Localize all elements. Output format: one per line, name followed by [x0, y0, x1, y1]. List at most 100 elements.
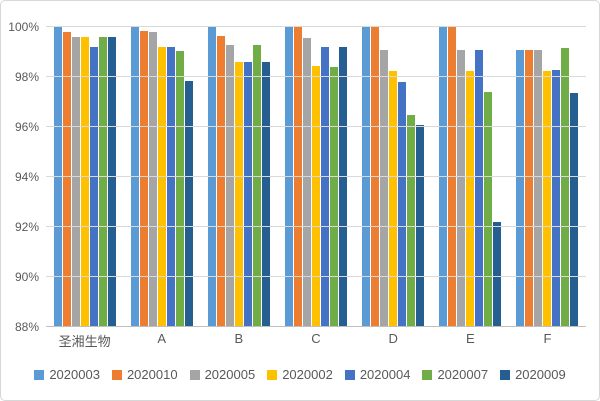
x-tick-label: A: [157, 331, 167, 346]
y-axis: 100% 98% 96% 94% 92% 90% 88%: [1, 20, 41, 334]
legend-label: 2020004: [359, 367, 411, 382]
bar: [439, 27, 448, 327]
bar: [139, 30, 148, 327]
legend-swatch-icon: [189, 369, 200, 380]
bar: [252, 44, 261, 327]
y-tick-label: 88%: [14, 320, 39, 334]
legend-item: 2020010: [111, 367, 178, 382]
bar: [184, 80, 193, 327]
gridline: [46, 226, 586, 227]
x-tick-label: 圣湘生物: [58, 334, 111, 349]
legend-label: 2020005: [204, 367, 256, 382]
legend-item: 2020007: [422, 367, 488, 382]
bar: [107, 37, 116, 327]
bar-groups: [46, 27, 586, 327]
bar-group: [509, 27, 586, 327]
bar-group: [123, 27, 200, 327]
y-tick-label: 100%: [8, 20, 39, 34]
bar: [534, 49, 543, 327]
legend-item: 2020002: [267, 367, 333, 382]
bar: [166, 47, 175, 327]
gridline: [46, 126, 586, 127]
legend-item: 2020004: [344, 367, 411, 382]
legend-item: 2020003: [34, 367, 100, 382]
bar: [543, 70, 552, 327]
bar: [525, 49, 534, 327]
x-tick-label: D: [388, 331, 398, 346]
legend-swatch-icon: [267, 369, 278, 380]
bar: [484, 92, 493, 327]
legend-swatch-icon: [344, 369, 355, 380]
legend-swatch-icon: [500, 369, 511, 380]
bar: [407, 114, 416, 327]
x-tick-label: F: [543, 331, 552, 346]
y-tick-label: 92%: [14, 220, 39, 234]
bar: [234, 62, 243, 327]
bar: [175, 50, 184, 327]
bar-group: [277, 27, 354, 327]
bar: [157, 47, 166, 327]
x-axis-line: [46, 326, 586, 327]
bar-group: [200, 27, 277, 327]
bar: [380, 49, 389, 327]
bar: [561, 48, 570, 327]
bar: [80, 37, 89, 327]
bar: [62, 32, 71, 327]
bar: [261, 62, 270, 327]
bar: [320, 47, 329, 327]
bar: [89, 47, 98, 327]
legend: 2020003 2020010 2020005 2020002 2020004 20200…: [1, 367, 599, 382]
legend-label: 2020009: [515, 367, 566, 382]
legend-swatch-icon: [34, 369, 45, 380]
gridline: [46, 76, 586, 77]
bar: [216, 35, 225, 327]
bar: [457, 49, 466, 327]
gridline: [46, 26, 586, 27]
bar: [552, 69, 561, 327]
bar: [293, 27, 302, 327]
bar-group: [46, 27, 123, 327]
bar: [493, 222, 502, 327]
legend-swatch-icon: [422, 369, 433, 380]
legend-swatch-icon: [111, 369, 122, 380]
bar: [207, 27, 216, 327]
bar: [466, 70, 475, 327]
bar: [448, 27, 457, 327]
plot-area: [46, 26, 586, 327]
bar: [311, 65, 320, 327]
x-tick-label: B: [234, 331, 244, 346]
bar: [416, 124, 425, 327]
bar: [71, 37, 80, 327]
gridline: [46, 276, 586, 277]
legend-label: 2020002: [282, 367, 333, 382]
bar: [148, 32, 157, 327]
bar: [338, 47, 347, 327]
legend-item: 2020005: [189, 367, 256, 382]
bar: [225, 44, 234, 327]
x-axis: 圣湘生物 A B C D E F: [46, 331, 586, 350]
legend-label: 2020010: [126, 367, 178, 382]
bar: [130, 27, 139, 327]
bar: [53, 27, 62, 327]
x-tick-label: C: [311, 331, 321, 346]
legend-item: 2020009: [500, 367, 566, 382]
y-tick-label: 98%: [14, 70, 39, 84]
bar: [284, 27, 293, 327]
y-tick-label: 90%: [14, 270, 39, 284]
bar-group: [355, 27, 432, 327]
legend-label: 2020003: [49, 367, 100, 382]
x-tick-label: E: [465, 331, 475, 346]
bar-group: [432, 27, 509, 327]
legend-label: 2020007: [437, 367, 489, 382]
bar: [302, 38, 311, 327]
bar: [516, 49, 525, 327]
bar: [362, 27, 371, 327]
bar: [371, 27, 380, 327]
bar: [98, 37, 107, 327]
bar: [329, 67, 338, 327]
bar: [475, 49, 484, 327]
bar: [243, 62, 252, 327]
bar: [398, 82, 407, 327]
bar: [570, 93, 579, 327]
